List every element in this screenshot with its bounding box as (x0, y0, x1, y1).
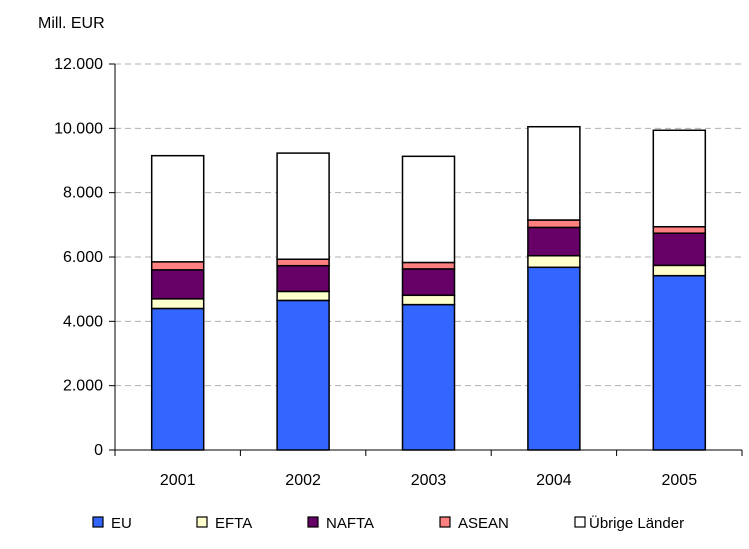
x-tick-label: 2005 (662, 472, 698, 489)
bar-segment-nafta-2002 (276, 264, 330, 293)
bar-segment-asean-2005 (652, 226, 707, 234)
bar-segment-efta-2002 (276, 290, 330, 302)
bar-segment-nafta-2003 (401, 268, 456, 297)
bar-segment-eu-2001 (150, 307, 205, 451)
bar-segment-efta-2004 (527, 254, 581, 269)
bar-segment-nafta-2005 (652, 232, 707, 267)
y-tick-label: 6.000 (63, 249, 103, 266)
bar-segment-eu-2004 (527, 266, 581, 451)
bar-segment-eu-2003 (401, 303, 456, 451)
x-tick-labels: 2001 2002 2003 2004 2005 (160, 472, 697, 489)
y-tick-label: 8.000 (63, 185, 103, 202)
bar-segment-asean-2004 (527, 219, 581, 229)
bar-segment-eu-2002 (276, 299, 330, 451)
legend-swatch-efta (196, 516, 208, 528)
bars (150, 125, 707, 451)
bar-segment-nafta-2001 (150, 269, 205, 300)
y-tick-label: 4.000 (63, 313, 103, 330)
legend-label-asean: ASEAN (458, 515, 509, 532)
legend-label-eu: EU (111, 515, 132, 532)
bar-segment-efta-2005 (652, 264, 707, 277)
bar-segment-asean-2001 (150, 261, 205, 271)
legend-label--brige-l-nder: Übrige Länder (589, 514, 684, 532)
legend-swatch-eu (92, 516, 104, 528)
legend-swatch-asean (439, 516, 451, 528)
x-tick-label: 2003 (411, 472, 447, 489)
axes (109, 63, 743, 456)
bar-segment--brige-l-nder-2003 (401, 155, 456, 264)
legend: EU EFTA NAFTA ASEAN Übrige Länder (92, 514, 684, 532)
y-tick-labels: 0 2.000 4.000 6.000 8.000 10.000 12.000 (54, 56, 103, 459)
bar-segment--brige-l-nder-2005 (652, 129, 707, 228)
legend-label-efta: EFTA (215, 515, 252, 532)
y-tick-label: 10.000 (54, 120, 103, 137)
x-tick-label: 2002 (285, 472, 321, 489)
y-tick-label: 0 (94, 442, 103, 459)
bar-segment--brige-l-nder-2001 (150, 154, 205, 263)
y-tick-label: 12.000 (54, 56, 103, 73)
bar-segment--brige-l-nder-2002 (276, 152, 330, 261)
y-tick-label: 2.000 (63, 378, 103, 395)
x-tick-label: 2001 (160, 472, 196, 489)
y-axis-unit-label: Mill. EUR (38, 15, 105, 32)
bar-segment-efta-2003 (401, 294, 456, 306)
bar-segment-nafta-2004 (527, 226, 581, 257)
legend-label-nafta: NAFTA (326, 515, 374, 532)
x-tick-label: 2004 (536, 472, 572, 489)
bar-segment-asean-2002 (276, 258, 330, 267)
bar-segment-asean-2003 (401, 261, 456, 270)
bar-segment-efta-2001 (150, 298, 205, 310)
bar-segment-eu-2005 (652, 274, 707, 451)
bar-segment--brige-l-nder-2004 (527, 125, 581, 221)
legend-swatch--brige-l-nder (574, 516, 586, 528)
legend-swatch-nafta (307, 516, 319, 528)
